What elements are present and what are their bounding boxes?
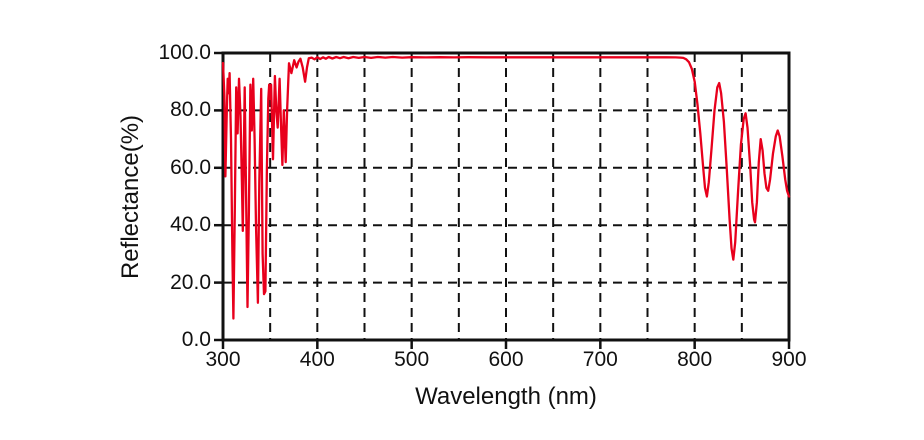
- y-tick-label-40.0: 40.0: [170, 213, 211, 237]
- x-tick-label-300: 300: [205, 348, 241, 371]
- x-tick-label-800: 800: [677, 348, 713, 371]
- y-tick-label-20.0: 20.0: [170, 270, 211, 294]
- x-axis-title: Wavelength (nm): [415, 383, 597, 410]
- y-tick-label-60.0: 60.0: [170, 155, 211, 179]
- x-tick-label-900: 900: [771, 348, 807, 371]
- y-tick-label-0.0: 0.0: [181, 328, 211, 351]
- series-reflectance-line: [221, 55, 791, 320]
- y-axis-title: Reflectance(%): [117, 114, 144, 279]
- y-tick-label-80.0: 80.0: [170, 98, 211, 122]
- x-tick-label-700: 700: [582, 348, 618, 371]
- y-tick-label-100.0: 100.0: [158, 41, 211, 64]
- x-tick-label-500: 500: [394, 348, 430, 371]
- x-tick-label-400: 400: [299, 348, 335, 371]
- x-tick-label-600: 600: [488, 348, 524, 371]
